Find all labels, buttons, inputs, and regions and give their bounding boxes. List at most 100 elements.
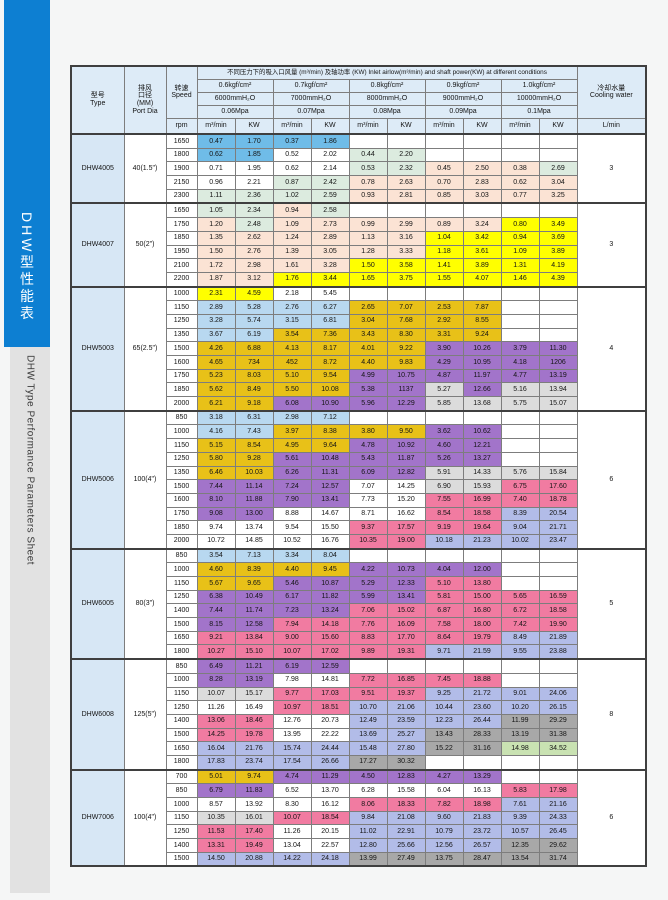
flow-cell: 9.55 xyxy=(500,644,540,660)
power-cell: 2.59 xyxy=(310,188,350,204)
rpm-cell: 1250 xyxy=(165,313,198,329)
table-row: 1500 8.15 12.58 7.94 14.18 7.76 16.09 7.58 18.00… xyxy=(71,617,646,632)
flow-cell: 3.54 xyxy=(272,327,312,343)
rpm-cell: 1350 xyxy=(165,327,198,343)
header-cooling-unit: L/min xyxy=(576,117,647,135)
flow-cell: 1.31 xyxy=(500,258,540,273)
flow-cell xyxy=(500,313,540,329)
flow-cell: 6.75 xyxy=(500,479,540,494)
table-row: DHW6005 80(3") 850 3.54 7.13 3.34 8.04 5 xyxy=(70,547,647,660)
power-cell: 10.92 xyxy=(386,438,426,453)
power-cell: 3.44 xyxy=(310,271,350,288)
flow-cell xyxy=(424,132,464,149)
power-cell: 6.19 xyxy=(234,327,274,343)
power-cell: 13.19 xyxy=(538,368,578,384)
flow-cell: 10.20 xyxy=(500,700,540,715)
flow-cell: 6.46 xyxy=(196,465,236,481)
power-cell: 13.68 xyxy=(462,396,502,412)
sidebar-blue-bar: DHW型性能表 xyxy=(4,0,50,347)
flow-cell: 1.28 xyxy=(348,244,388,260)
rpm-cell: 1250 xyxy=(165,451,198,467)
flow-cell: 5.91 xyxy=(424,465,464,481)
rpm-cell: 1150 xyxy=(165,810,198,826)
table-row: 1150 5.15 8.54 4.95 9.64 4.78 10.92 4.60 12.21 xyxy=(71,438,646,453)
flow-cell: 6.26 xyxy=(272,465,312,481)
flow-cell: 1.05 xyxy=(196,202,236,219)
flow-cell: 7.55 xyxy=(424,492,464,508)
flow-cell: 11.26 xyxy=(196,700,236,715)
header-rpm-unit: rpm xyxy=(165,117,198,135)
power-cell: 7.12 xyxy=(310,409,350,426)
power-cell: 3.25 xyxy=(538,188,578,204)
flow-cell: 7.94 xyxy=(272,617,312,632)
table-row: 1400 13.31 19.49 13.04 22.57 12.80 25.66 12.56 2… xyxy=(71,838,646,853)
power-cell: 18.58 xyxy=(538,603,578,619)
flow-cell: 9.54 xyxy=(272,520,312,535)
flow-cell: 4.77 xyxy=(500,368,540,384)
flow-cell: 10.57 xyxy=(500,824,540,840)
flow-cell: 8.83 xyxy=(348,630,388,646)
table-row: 1400 13.06 18.46 12.76 20.73 12.49 23.59 12.23 2… xyxy=(71,713,646,729)
flow-cell: 3.90 xyxy=(424,341,464,356)
power-cell: 18.58 xyxy=(462,506,502,522)
power-cell: 12.82 xyxy=(386,465,426,481)
flow-cell xyxy=(424,147,464,163)
flow-cell: 0.52 xyxy=(272,147,312,163)
flow-cell xyxy=(500,451,540,467)
rpm-cell: 850 xyxy=(165,783,198,798)
flow-cell: 0.38 xyxy=(500,161,540,177)
rpm-cell: 2150 xyxy=(165,175,198,190)
power-cell: 18.54 xyxy=(310,810,350,826)
power-cell: 7.87 xyxy=(462,300,502,315)
port-dia-cell: 100(4") xyxy=(123,768,167,867)
power-cell: 15.60 xyxy=(310,630,350,646)
units-row: rpm m³/min KW m³/min KW m³/min KW m³/min… xyxy=(71,117,647,135)
flow-cell: 4.65 xyxy=(196,355,236,370)
flow-cell xyxy=(424,409,464,426)
flow-cell: 3.34 xyxy=(272,547,312,564)
rpm-cell: 1500 xyxy=(165,617,198,632)
rpm-cell: 1000 xyxy=(165,672,198,688)
flow-cell: 5.61 xyxy=(272,451,312,467)
power-cell: 19.90 xyxy=(538,617,578,632)
header-type: 型号 Type xyxy=(70,65,125,135)
power-cell: 15.84 xyxy=(538,465,578,481)
power-cell: 734 xyxy=(234,355,274,370)
power-cell: 19.79 xyxy=(462,630,502,646)
power-cell: 18.88 xyxy=(462,672,502,688)
power-cell xyxy=(538,768,578,785)
power-cell: 22.22 xyxy=(310,727,350,743)
power-cell xyxy=(538,451,578,467)
flow-cell: 5.16 xyxy=(500,382,540,398)
pressure-mpa: 0.09Mpa xyxy=(424,104,502,119)
power-cell: 3.61 xyxy=(462,244,502,260)
rpm-cell: 1750 xyxy=(165,217,198,232)
power-cell: 4.19 xyxy=(538,258,578,273)
flow-cell: 13.54 xyxy=(500,851,540,867)
flow-cell: 5.67 xyxy=(196,576,236,591)
power-cell: 10.87 xyxy=(310,576,350,591)
flow-cell: 5.75 xyxy=(500,396,540,412)
flow-cell: 4.78 xyxy=(348,438,388,453)
port-dia-cell: 65(2.5") xyxy=(123,285,167,412)
table-row: 1750 5.23 8.03 5.10 9.54 4.99 10.75 4.87 11.97 4.… xyxy=(71,368,646,384)
flow-cell: 9.60 xyxy=(424,810,464,826)
power-cell: 2.98 xyxy=(234,258,274,273)
power-cell: 12.83 xyxy=(386,768,426,785)
rpm-cell: 1800 xyxy=(165,754,198,771)
flow-cell: 6.90 xyxy=(424,479,464,494)
rpm-cell: 1850 xyxy=(165,382,198,398)
power-cell: 7.07 xyxy=(386,300,426,315)
table-row: 1350 6.46 10.03 6.26 11.31 6.09 12.82 5.91 14.33… xyxy=(71,465,646,481)
pressure-mmh2o: 10000mmH₂O xyxy=(500,91,578,106)
power-cell xyxy=(462,132,502,149)
power-cell: 9.45 xyxy=(310,562,350,577)
flow-cell: 3.79 xyxy=(500,341,540,356)
rpm-cell: 2000 xyxy=(165,533,198,550)
flow-cell xyxy=(500,147,540,163)
header-speed: 转速 Speed xyxy=(165,65,198,119)
model-cell: DHW4005 xyxy=(70,132,125,204)
power-cell: 23.74 xyxy=(234,754,274,771)
flow-cell: 8.06 xyxy=(348,797,388,812)
flow-cell: 1.46 xyxy=(500,271,540,288)
